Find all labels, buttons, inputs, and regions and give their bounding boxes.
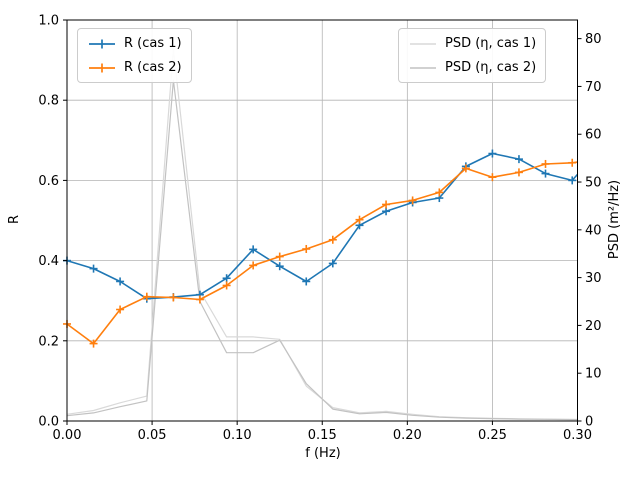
- legend-label: PSD (η, cas 1): [445, 36, 537, 51]
- y-axis-label-left: R: [7, 214, 23, 225]
- x-tick-label: 0.05: [138, 428, 167, 443]
- x-tick-label: 0.00: [53, 428, 82, 443]
- x-tick-label: 0.20: [393, 428, 422, 443]
- legend-psd: PSD (η, cas 1) PSD (η, cas 2): [398, 28, 547, 83]
- x-tick-label: 0.30: [563, 428, 592, 443]
- y-left-tick-label: 0.4: [38, 254, 59, 269]
- y-left-tick-label: 0.0: [38, 415, 59, 430]
- y-right-tick-label: 80: [585, 32, 602, 47]
- legend-label: R (cas 2): [124, 60, 182, 75]
- x-tick-label: 0.15: [308, 428, 337, 443]
- x-tick-label: 0.25: [478, 428, 507, 443]
- y-right-tick-label: 0: [585, 415, 593, 430]
- y-axis-label-right: PSD (m²/Hz): [607, 179, 623, 260]
- legend-r: R (cas 1) R (cas 2): [77, 28, 192, 83]
- line-sample-icon: [410, 42, 436, 45]
- y-right-tick-label: 10: [585, 367, 602, 382]
- y-right-tick-label: 60: [585, 128, 602, 143]
- line-plus-marker-icon: [89, 63, 115, 72]
- line-sample-icon: [410, 66, 436, 69]
- y-left-tick-label: 1.0: [38, 14, 59, 29]
- y-right-tick-label: 50: [585, 176, 602, 191]
- legend-item-psd-cas1: PSD (η, cas 1): [408, 34, 536, 53]
- y-right-tick-label: 40: [585, 223, 602, 238]
- y-left-tick-label: 0.6: [38, 174, 59, 189]
- legend-item-psd-cas2: PSD (η, cas 2): [408, 58, 536, 77]
- x-tick-label: 0.10: [223, 428, 252, 443]
- line-plus-marker-icon: [89, 39, 115, 48]
- plus-markers: [63, 158, 577, 348]
- legend-item-r-cas1: R (cas 1): [87, 34, 182, 53]
- series-r-cas2: [63, 158, 578, 348]
- legend-label: R (cas 1): [124, 36, 182, 51]
- y-right-tick-label: 70: [585, 80, 602, 95]
- y-left-tick-label: 0.8: [38, 94, 59, 109]
- y-right-tick-label: 30: [585, 271, 602, 286]
- legend-item-r-cas2: R (cas 2): [87, 58, 182, 77]
- tick-labels: 0.00 0.05 0.10 0.15 0.20 0.25 0.30 0.0 0.2 0.4 0.6…: [38, 14, 601, 444]
- plus-markers: [63, 149, 577, 303]
- series-r-cas1: [63, 149, 579, 303]
- y-right-tick-label: 20: [585, 319, 602, 334]
- y-left-tick-label: 0.2: [38, 334, 59, 349]
- series-psd-cas2: [66, 79, 578, 421]
- legend-label: PSD (η, cas 2): [445, 60, 537, 75]
- x-axis-label: f (Hz): [305, 446, 341, 461]
- axis-ticks: [63, 19, 582, 425]
